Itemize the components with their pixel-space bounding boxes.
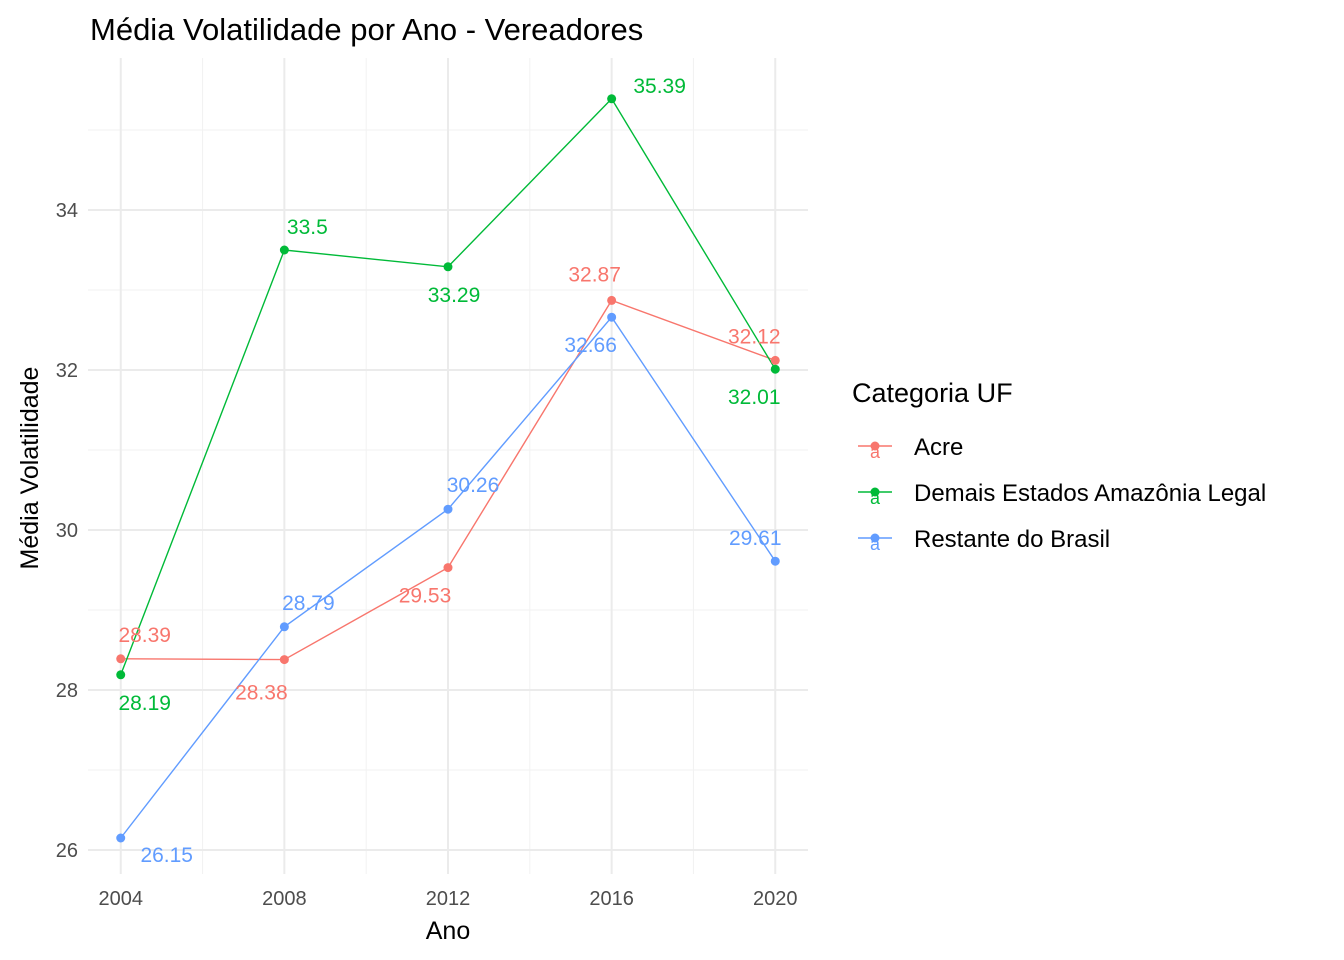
y-tick-label: 32 [56,360,78,382]
data-point [443,504,453,514]
legend-key-letter: a [870,442,881,462]
x-tick-label: 2004 [98,888,143,910]
data-label: 29.61 [729,527,782,550]
legend-title: Categoria UF [852,378,1013,408]
data-point [279,655,289,665]
y-tick-label: 28 [56,680,78,702]
data-point [116,654,126,664]
data-label: 29.53 [399,585,452,608]
x-tick-label: 2016 [589,888,634,910]
data-point [443,262,453,272]
legend: Categoria UF a Acre a Demais Estados Amazôn… [852,378,1266,554]
legend-label: Acre [914,434,963,461]
data-point [607,94,617,104]
major-gridlines [88,58,808,874]
legend-items: a Acre a Demais Estados Amazônia Legal a Rest… [858,434,1266,554]
data-label: 32.66 [564,334,617,357]
x-axis-title: Ano [426,917,470,945]
data-point [607,295,617,305]
legend-key-point [870,487,880,497]
legend-label: Demais Estados Amazônia Legal [914,480,1266,507]
legend-key-point [870,441,880,451]
data-point [116,833,126,843]
y-tick-label: 26 [56,840,78,862]
data-label: 33.29 [428,284,481,307]
data-point [279,245,289,255]
data-point [770,364,780,374]
data-label: 28.38 [235,682,288,705]
y-axis-title: Média Volatilidade [16,367,44,570]
data-point [443,563,453,573]
legend-key-point [870,533,880,543]
data-point [770,355,780,365]
x-tick-label: 2012 [426,888,471,910]
data-point [279,622,289,632]
legend-item: a Restante do Brasil [858,526,1110,554]
y-axis-tick-labels: 26 28 30 32 34 [56,200,78,862]
data-label: 32.87 [568,263,621,286]
legend-key-letter: a [870,534,881,554]
series-points [116,94,780,843]
data-labels: 28.39 28.38 29.53 32.87 32.12 28.19 33.5 33.29 3… [118,75,781,867]
legend-label: Restante do Brasil [914,526,1110,553]
data-label: 33.5 [287,216,328,239]
data-point [770,556,780,566]
data-label: 30.26 [447,474,500,497]
data-point [116,670,126,680]
legend-item: a Demais Estados Amazônia Legal [858,480,1266,508]
x-tick-label: 2008 [262,888,307,910]
data-label: 32.12 [728,325,781,348]
data-label: 28.79 [282,592,335,615]
data-label: 35.39 [633,75,686,98]
legend-item: a Acre [858,434,963,462]
x-axis-tick-labels: 2004 2008 2012 2016 2020 [98,888,797,910]
data-label: 26.15 [140,844,193,867]
data-label: 28.39 [118,624,171,647]
y-tick-label: 34 [56,200,78,222]
data-label: 28.19 [118,692,171,715]
y-tick-label: 30 [56,520,78,542]
chart-title: Média Volatilidade por Ano - Vereadores [90,12,643,47]
data-label: 32.01 [728,386,781,409]
legend-key-letter: a [870,488,881,508]
data-point [607,312,617,322]
x-tick-label: 2020 [753,888,798,910]
